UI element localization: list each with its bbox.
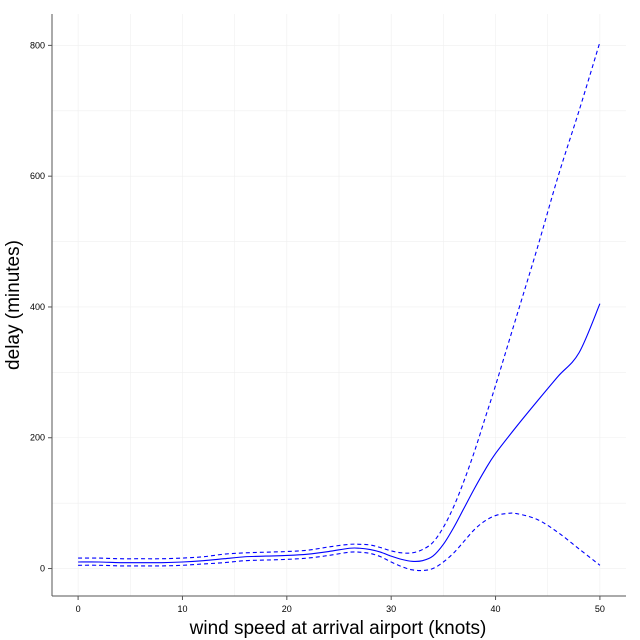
y-tick-label: 600 [30, 171, 45, 181]
x-tick-label: 10 [177, 604, 187, 614]
y-axis-ticks: 0 200 400 600 800 [30, 40, 52, 574]
series-line-upper [78, 41, 601, 560]
series-layer [78, 41, 601, 572]
y-tick-label: 800 [30, 40, 45, 50]
series-line-estimate [78, 303, 601, 564]
y-tick-label: 0 [40, 564, 45, 574]
series-line-lower [78, 512, 601, 572]
x-tick-label: 20 [282, 604, 292, 614]
grid-y [52, 45, 626, 569]
y-axis-title: delay (minutes) [3, 240, 24, 370]
x-tick-label: 30 [386, 604, 396, 614]
x-tick-label: 40 [491, 604, 501, 614]
x-tick-label: 0 [76, 604, 81, 614]
x-axis-title: wind speed at arrival airport (knots) [189, 618, 487, 639]
y-tick-label: 400 [30, 302, 45, 312]
y-tick-label: 200 [30, 433, 45, 443]
x-tick-label: 50 [595, 604, 605, 614]
x-axis-ticks: 0 10 20 30 40 50 [76, 596, 605, 614]
